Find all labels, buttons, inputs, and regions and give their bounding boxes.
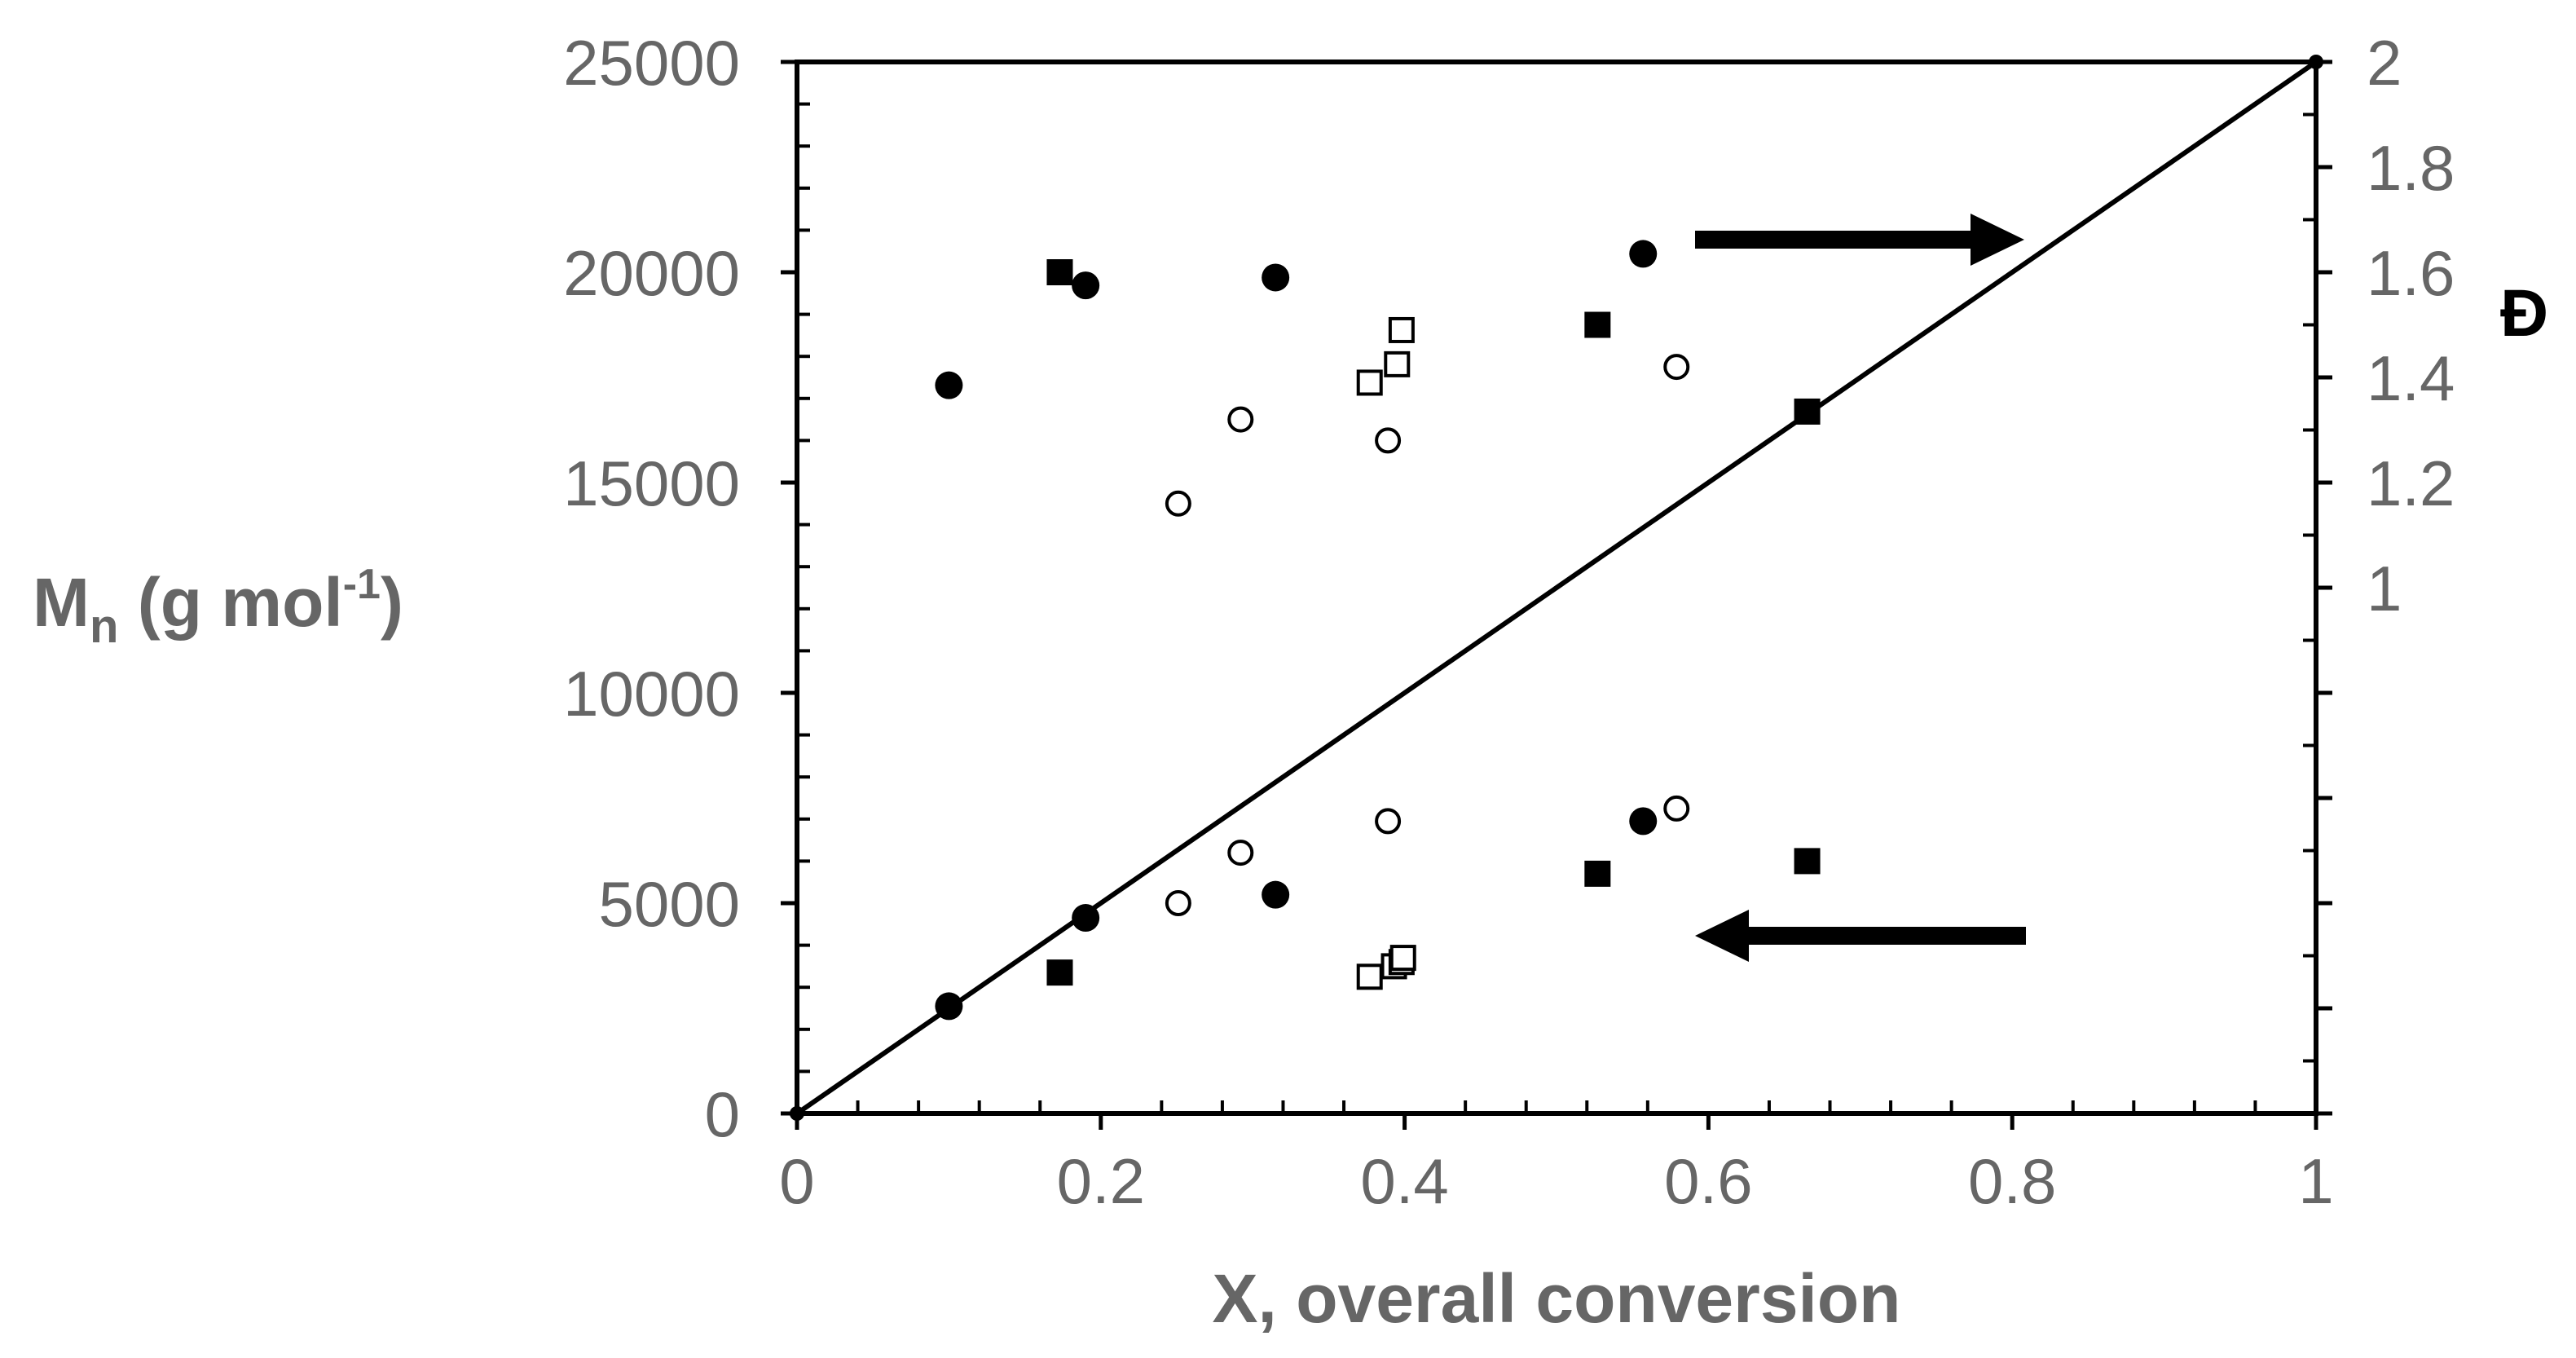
y2-tick-label: 1.8 <box>2367 132 2455 204</box>
filled-circle-marker <box>935 371 963 399</box>
line-endpoint <box>790 1106 804 1121</box>
arrow-head <box>1971 214 2024 266</box>
open-square-marker <box>1356 963 1383 990</box>
arrow-head <box>1695 910 1749 962</box>
y-tick-label: 25000 <box>563 27 740 99</box>
open-square-marker <box>1388 316 1415 343</box>
filled-circle-marker <box>1072 271 1100 300</box>
tick-labels: 0 0.2 0.4 0.6 0.8 1 0 5000 10000 15000 20000 25000 1… <box>563 27 2455 1217</box>
filled-square-marker <box>1794 398 1821 425</box>
data-points <box>935 240 1821 1021</box>
filled-circle-marker <box>1629 807 1658 836</box>
filled-circle-marker <box>1262 880 1290 909</box>
y-axis-title-close: ) <box>381 564 403 641</box>
y2-axis-title: Đ <box>2500 276 2548 351</box>
line-endpoint <box>2309 55 2323 69</box>
open-square-marker <box>1356 369 1383 396</box>
open-circle-marker <box>1165 490 1191 517</box>
x-tick-label: 0.8 <box>1968 1145 2056 1217</box>
filled-square-marker <box>1046 259 1073 285</box>
x-tick-label: 0.2 <box>1057 1145 1145 1217</box>
y-tick-label: 5000 <box>598 868 740 940</box>
y-axis-title-unit: (g mol <box>118 564 342 641</box>
x-axis-title: X, overall conversion <box>1212 1260 1900 1337</box>
open-square-marker <box>1389 945 1416 972</box>
open-circle-marker <box>1165 890 1191 916</box>
theory-line-segment <box>795 60 2318 1116</box>
x-tick-label: 0.6 <box>1664 1145 1752 1217</box>
filled-square-marker <box>1584 860 1611 887</box>
y2-tick-label: 2 <box>2367 27 2402 99</box>
x-tick-label: 0.4 <box>1360 1145 1448 1217</box>
filled-square-marker <box>1584 311 1611 338</box>
y-axis-title-sub: n <box>90 600 118 653</box>
axis-ticks <box>781 60 2332 1130</box>
y-tick-label: 0 <box>705 1078 740 1150</box>
y-tick-label: 10000 <box>563 658 740 730</box>
filled-square-marker <box>1046 959 1073 986</box>
filled-circle-marker <box>1262 263 1290 292</box>
y2-tick-label: 1.4 <box>2367 342 2455 414</box>
open-circle-marker <box>1227 406 1254 433</box>
filled-circle-marker <box>935 992 963 1021</box>
y-axis-title-main: M <box>33 564 90 641</box>
y-axis-title: Mn (g mol-1) <box>33 561 403 653</box>
open-circle-marker <box>1227 840 1254 866</box>
y2-tick-label: 1 <box>2367 553 2402 624</box>
open-square-marker <box>1384 351 1411 377</box>
y-tick-label: 15000 <box>563 448 740 519</box>
y-tick-label: 20000 <box>563 237 740 309</box>
theory-line <box>790 55 2323 1121</box>
filled-square-marker <box>1794 848 1821 875</box>
x-tick-label: 0 <box>779 1145 814 1217</box>
open-circle-marker <box>1663 795 1690 822</box>
filled-circle-marker <box>1629 240 1658 268</box>
x-tick-label: 1 <box>2298 1145 2333 1217</box>
open-circle-marker <box>1375 808 1402 835</box>
open-circle-marker <box>1375 427 1402 454</box>
open-circle-marker <box>1663 354 1690 381</box>
y-axis-title-sup: -1 <box>343 561 381 608</box>
y2-tick-label: 1.6 <box>2367 237 2455 309</box>
axis-arrows <box>1695 214 2026 962</box>
y2-tick-label: 1.2 <box>2367 448 2455 519</box>
filled-circle-marker <box>1072 904 1100 933</box>
